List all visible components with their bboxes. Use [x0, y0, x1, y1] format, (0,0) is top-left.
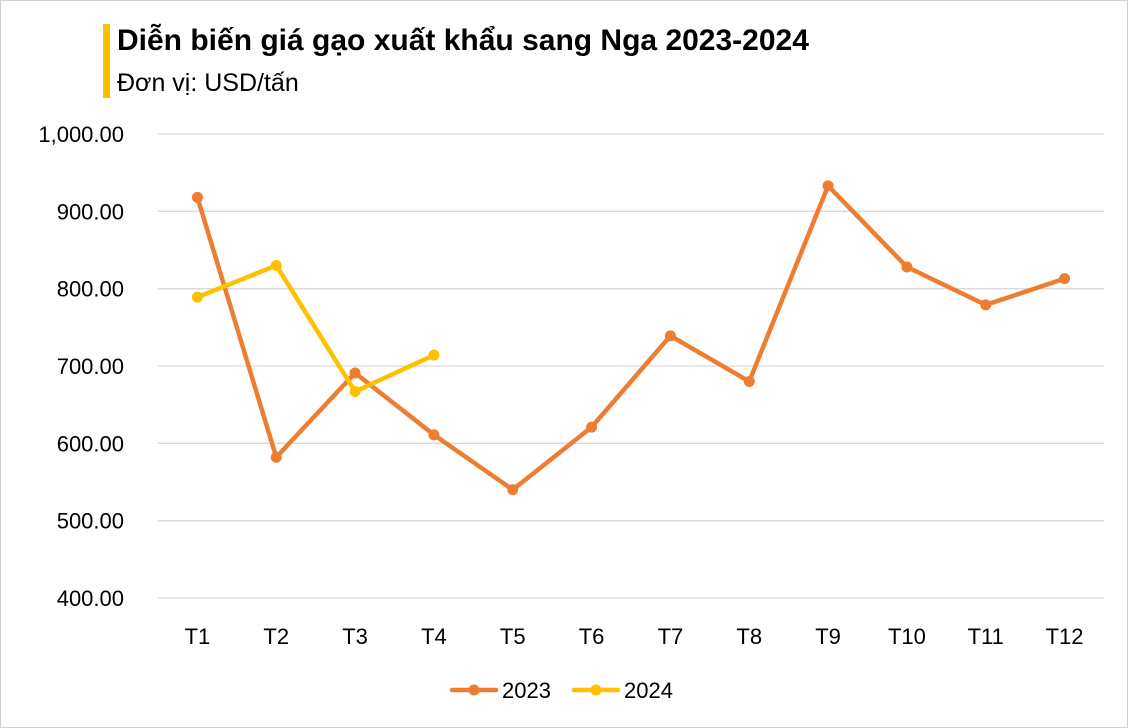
series-line-2024 — [195, 263, 437, 394]
data-point-2024 — [191, 291, 203, 303]
data-point-2023 — [980, 299, 992, 311]
x-tick-label: T5 — [500, 624, 526, 649]
x-tick-label: T11 — [968, 624, 1004, 649]
data-point-2023 — [349, 367, 361, 379]
y-tick-label: 900.00 — [57, 199, 124, 224]
legend-marker-2024 — [590, 684, 602, 696]
data-point-2023 — [901, 261, 913, 273]
data-point-2023 — [822, 180, 834, 192]
data-point-2023 — [743, 375, 755, 387]
data-point-2023 — [270, 451, 282, 463]
y-tick-label: 1,000.00 — [38, 122, 124, 147]
data-point-2023 — [507, 484, 519, 496]
data-point-2024 — [270, 259, 282, 271]
x-tick-label: T2 — [263, 624, 289, 649]
series-line-2023 — [195, 183, 1067, 492]
legend-marker-2023 — [468, 684, 480, 696]
data-point-2023 — [586, 421, 598, 433]
y-tick-label: 700.00 — [57, 354, 124, 379]
chart-subtitle: Đơn vị: USD/tấn — [117, 69, 299, 97]
y-tick-label: 800.00 — [57, 277, 124, 302]
x-tick-label: T3 — [342, 624, 368, 649]
x-tick-label: T4 — [421, 624, 447, 649]
data-point-2023 — [191, 191, 203, 203]
y-tick-label: 400.00 — [57, 586, 124, 611]
x-tick-label: T10 — [888, 624, 926, 649]
x-tick-label: T9 — [815, 624, 841, 649]
legend-label-2024: 2024 — [624, 678, 673, 703]
title-accent-bar — [103, 24, 110, 98]
y-tick-label: 600.00 — [57, 431, 124, 456]
data-point-2023 — [1059, 273, 1071, 285]
x-tick-label: T12 — [1046, 624, 1084, 649]
x-tick-label: T7 — [658, 624, 684, 649]
x-tick-label: T8 — [736, 624, 762, 649]
x-tick-label: T6 — [579, 624, 605, 649]
data-point-2023 — [428, 429, 440, 441]
data-point-2024 — [349, 386, 361, 398]
data-point-2023 — [664, 330, 676, 342]
y-tick-label: 500.00 — [57, 509, 124, 534]
data-point-2024 — [428, 349, 440, 361]
x-tick-label: T1 — [185, 624, 211, 649]
legend-label-2023: 2023 — [502, 678, 551, 703]
chart-title: Diễn biến giá gạo xuất khẩu sang Nga 202… — [117, 24, 809, 57]
